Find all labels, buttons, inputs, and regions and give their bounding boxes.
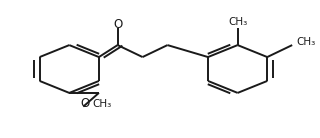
- Text: CH₃: CH₃: [297, 37, 316, 47]
- Text: O: O: [80, 97, 90, 110]
- Text: O: O: [113, 18, 122, 31]
- Text: CH₃: CH₃: [228, 17, 247, 27]
- Text: CH₃: CH₃: [93, 99, 112, 109]
